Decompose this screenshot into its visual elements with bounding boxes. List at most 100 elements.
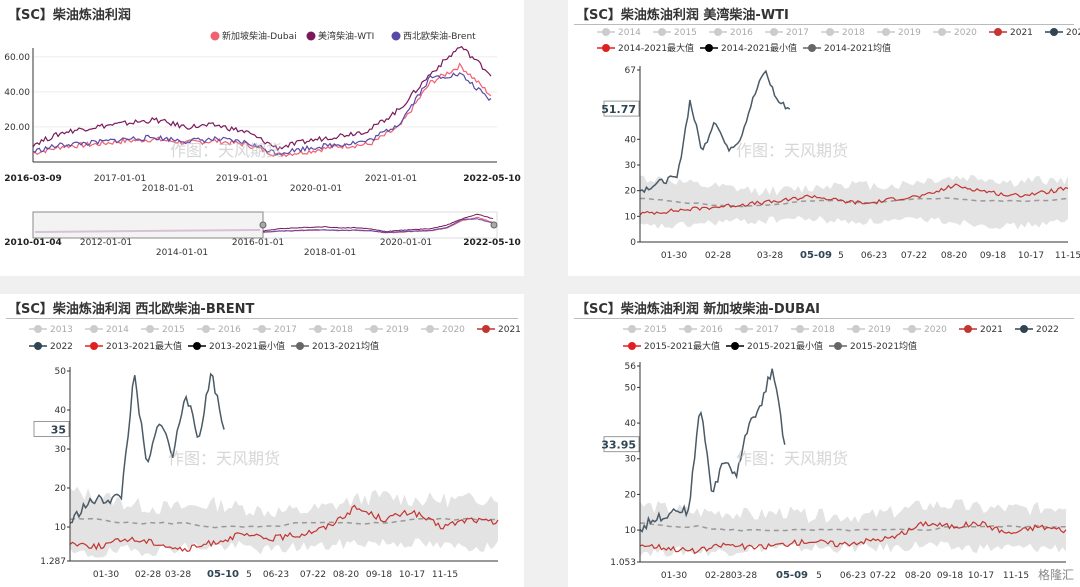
legend-marker bbox=[602, 28, 610, 36]
x-tick-label: 03-28 bbox=[165, 570, 191, 580]
overview-line bbox=[262, 218, 494, 234]
value-tag: 35 bbox=[51, 424, 66, 437]
legend-marker bbox=[684, 325, 692, 333]
legend-marker bbox=[740, 325, 748, 333]
series-line-2022 bbox=[69, 372, 225, 524]
legend-marker bbox=[826, 28, 834, 36]
x-tick-label: 05-10 bbox=[207, 569, 239, 580]
legend-label: 2013-2021最大值 bbox=[106, 340, 182, 352]
legend-marker bbox=[146, 325, 154, 333]
y-tick-label: 20 bbox=[55, 484, 67, 494]
x-tick-label: 05-09 bbox=[800, 250, 832, 261]
range-band bbox=[70, 486, 498, 558]
legend-marker bbox=[731, 342, 739, 350]
legend-marker bbox=[210, 31, 220, 41]
series-line-2021 bbox=[639, 520, 1067, 555]
legend-label: 2019 bbox=[868, 325, 891, 335]
legend-marker bbox=[202, 325, 210, 333]
legend-label: 2016 bbox=[730, 28, 753, 38]
legend-marker bbox=[834, 342, 842, 350]
y-tick-label: 67 bbox=[625, 66, 636, 76]
legend-label: 2017 bbox=[756, 325, 779, 335]
legend-marker bbox=[705, 44, 713, 52]
legend-marker bbox=[34, 325, 42, 333]
panel-title: 【SC】柴油炼油利润 新加坡柴油-DUBAI bbox=[576, 302, 820, 317]
x-tick-label: 01-30 bbox=[661, 571, 687, 581]
x-tick-label: 5 bbox=[838, 251, 844, 261]
value-tag-box bbox=[603, 436, 640, 453]
legend-label: 2013 bbox=[50, 325, 73, 335]
x-tick-label: 11-15 bbox=[1055, 251, 1080, 261]
x-tick-label: 2021-01-01 bbox=[365, 174, 417, 184]
y-tick-label: 10 bbox=[625, 526, 637, 536]
chart-svg-overall[interactable]: 新加坡柴油-Dubai 美湾柴油-WTI 西北欧柴油-Brent 60.00 40.00… bbox=[0, 0, 524, 276]
overview-handle bbox=[259, 221, 267, 229]
legend-marker bbox=[90, 325, 98, 333]
panel-title: 【SC】柴油炼油利润 西北欧柴油-BRENT bbox=[8, 302, 255, 317]
legend-marker bbox=[964, 325, 972, 333]
legend-label: 2022 bbox=[1066, 28, 1080, 38]
overview-line bbox=[34, 229, 261, 233]
x-tick-label: 08-20 bbox=[941, 251, 967, 261]
x-tick-label: 2020-01-01 bbox=[290, 184, 342, 194]
title-divider bbox=[6, 318, 518, 319]
y-tick-label: 10 bbox=[55, 523, 67, 533]
y-tick-label: 0 bbox=[630, 238, 636, 248]
x-tick-label: 03-28 bbox=[731, 571, 757, 581]
legend-label: 2018 bbox=[330, 325, 353, 335]
legend-label: 2020 bbox=[442, 325, 465, 335]
legend-marker bbox=[314, 325, 322, 333]
x-tick-label: 2022-05-10 bbox=[463, 174, 521, 184]
legend-marker bbox=[628, 342, 636, 350]
legend-label: 2015-2021均值 bbox=[850, 340, 917, 352]
overview-tick-label: 2020-01-01 bbox=[380, 238, 432, 248]
legend-label: 2014-2021均值 bbox=[824, 42, 891, 54]
x-tick-label: 5 bbox=[816, 571, 822, 581]
overview-tick-label: 2016-01-01 bbox=[232, 238, 284, 248]
x-tick-label: 07-22 bbox=[870, 571, 896, 581]
legend-marker bbox=[90, 342, 98, 350]
chart-svg-wti[interactable]: 2014 2015 2016 2017 2018 2019 2020 2021 2022 2014… bbox=[568, 0, 1080, 276]
legend-marker bbox=[796, 325, 804, 333]
y-tick-label: 56 bbox=[625, 362, 637, 372]
range-band bbox=[640, 499, 1066, 557]
chart-panel-dubai: 【SC】柴油炼油利润 新加坡柴油-DUBAI 2015 2016 2017 2018 2… bbox=[568, 294, 1080, 587]
legend-label: 2021 bbox=[980, 325, 1003, 335]
legend-label: 2020 bbox=[924, 325, 947, 335]
chart-svg-dubai[interactable]: 2015 2016 2017 2018 2019 2020 2021 2022 2015-202… bbox=[568, 294, 1080, 587]
x-tick-label: 09-18 bbox=[366, 570, 392, 580]
legend-marker bbox=[1050, 28, 1058, 36]
site-logo: 格隆汇 bbox=[1037, 568, 1074, 582]
x-tick-label: 06-23 bbox=[861, 251, 887, 261]
overview-tick-label: 2018-01-01 bbox=[304, 248, 356, 258]
chart-svg-brent[interactable]: 2013 2014 2015 2016 2017 2018 2019 2020 2021 2022… bbox=[0, 294, 524, 587]
legend-label: 2016 bbox=[700, 325, 723, 335]
legend-label: 2015-2021最小值 bbox=[747, 340, 823, 352]
y-tick-label: 10 bbox=[625, 212, 637, 222]
x-tick-label: 10-17 bbox=[399, 570, 425, 580]
value-tag-box bbox=[33, 421, 70, 438]
legend-marker bbox=[306, 31, 316, 41]
legend-marker bbox=[34, 342, 42, 350]
y-tick-label: 1.287 bbox=[40, 557, 66, 567]
overview-handle bbox=[490, 221, 498, 229]
overview-tick-label: 2014-01-01 bbox=[156, 248, 208, 258]
x-tick-label: 02-28 bbox=[705, 251, 731, 261]
x-tick-label: 06-23 bbox=[840, 571, 866, 581]
series-line bbox=[32, 72, 492, 156]
chart-panel-wti: 【SC】柴油炼油利润 美湾柴油-WTI 2014 2015 2016 2017 2018… bbox=[568, 0, 1080, 276]
legend-marker bbox=[193, 342, 201, 350]
legend-marker bbox=[1020, 325, 1028, 333]
y-tick-label: 40.00 bbox=[4, 88, 30, 98]
x-tick-label: 09-18 bbox=[980, 251, 1006, 261]
legend-marker bbox=[482, 325, 490, 333]
legend-label: 新加坡柴油-Dubai bbox=[222, 30, 297, 42]
legend-label: 2013-2021最小值 bbox=[209, 340, 285, 352]
x-tick-label: 5 bbox=[246, 570, 252, 580]
legend-marker bbox=[370, 325, 378, 333]
overview-tick-label: 2010-01-04 bbox=[4, 238, 62, 248]
legend-marker bbox=[258, 325, 266, 333]
legend-marker bbox=[658, 28, 666, 36]
legend-marker bbox=[938, 28, 946, 36]
value-tag: 33.95 bbox=[601, 439, 636, 452]
